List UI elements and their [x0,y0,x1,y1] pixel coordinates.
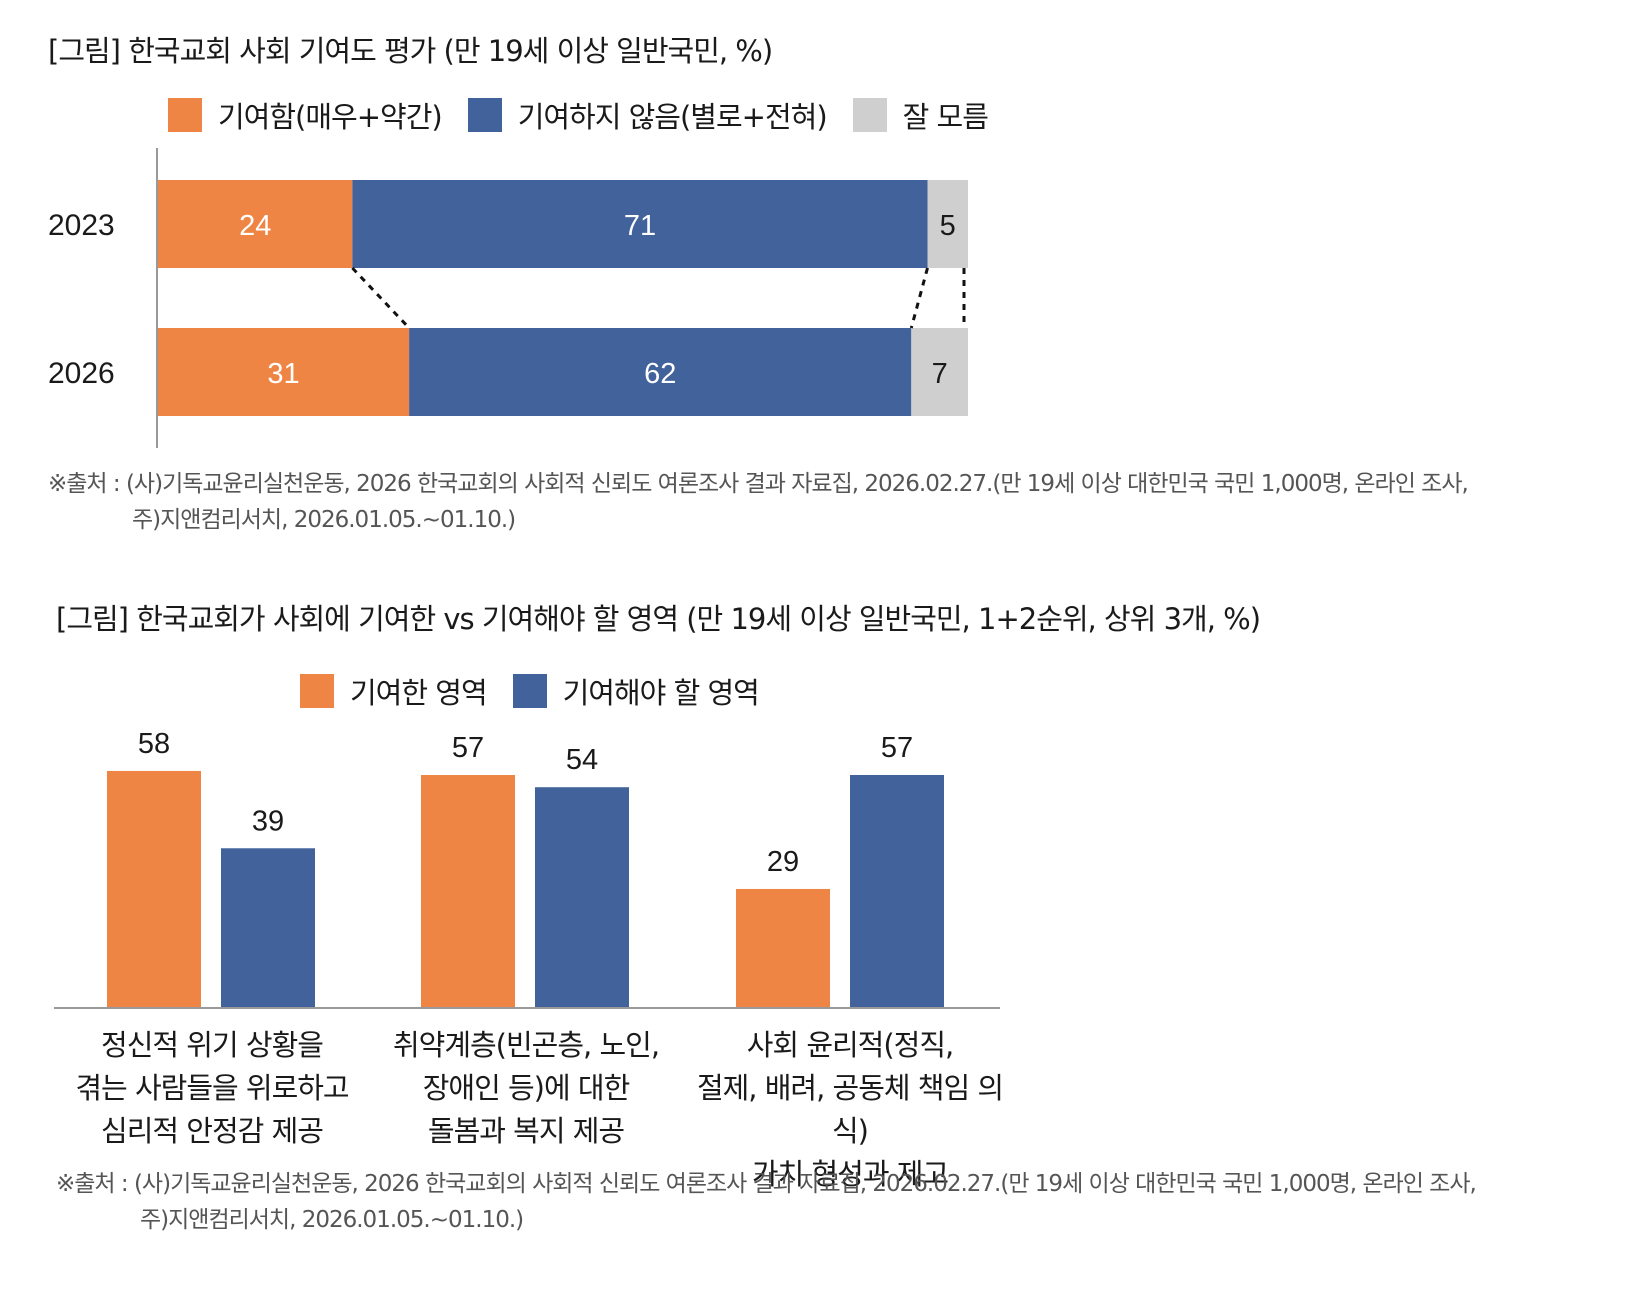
bar-segment [409,328,912,416]
grouped-bar-chart: 58 39 57 54 29 57 [54,728,1000,1009]
legend-item-contributed: 기여함(매우+약간) [168,94,443,136]
legend-item-should-contribute-area: 기여해야 할 영역 [512,670,760,712]
bar [535,787,629,1007]
legend-swatch-orange [300,674,334,708]
legend-item-not-contributed: 기여하지 않음(별로+전혀) [467,94,828,136]
data-label: 31 [267,358,299,390]
data-label: 5 [940,210,956,242]
legend-item-dont-know: 잘 모름 [852,94,989,136]
category-line: 심리적 안정감 제공 [101,1114,324,1148]
legend-label: 기여해야 할 영역 [562,676,760,710]
legend-label: 기여하지 않음(별로+전혀) [517,100,828,134]
category-line: 정신적 위기 상황을 [101,1028,324,1062]
legend-swatch-orange [168,98,202,132]
data-label: 62 [644,358,676,390]
category-line: 사회 윤리적(정직, [746,1028,955,1062]
connector-line [909,267,929,329]
category-line: 절제, 배려, 공동체 책임 의식) [696,1071,1004,1148]
figure1-source: ※출처 : (사)기독교윤리실천운동, 2026 한국교회의 사회적 신뢰도 여… [48,466,1469,538]
data-label: 7 [932,358,948,390]
bar [736,888,830,1007]
data-label: 57 [881,732,913,764]
category-line: 겪는 사람들을 위로하고 [75,1071,349,1105]
legend-swatch-blue [512,674,547,708]
category-label-3: 사회 윤리적(정직, 절제, 배려, 공동체 책임 의식) 가치 형성과 제고 [680,1024,1020,1196]
figure1-title: [그림] 한국교회 사회 기여도 평가 (만 19세 이상 일반국민, %) [48,34,773,68]
category-line: 돌봄과 복지 제공 [427,1114,625,1148]
category-line: 장애인 등)에 대한 [422,1071,631,1105]
figure2-title: [그림] 한국교회가 사회에 기여한 vs 기여해야 할 영역 (만 19세 이… [56,602,1261,636]
figure2-source: ※출처 : (사)기독교윤리실천운동, 2026 한국교회의 사회적 신뢰도 여… [56,1166,1477,1238]
figure2-legend: 기여한 영역 기여해야 할 영역 [300,670,785,712]
data-label: 57 [452,732,484,764]
bar-segment [158,328,410,416]
connector-line [351,266,411,330]
data-label: 58 [138,728,170,760]
stacked-bar-chart: 2023 24 71 5 2026 31 62 7 [48,148,968,448]
bar-segment [352,180,928,268]
bar-segment [927,180,968,268]
data-label: 39 [252,805,284,837]
legend-label: 기여한 영역 [350,676,488,710]
data-label: 29 [767,846,799,878]
category-label-1: 정신적 위기 상황을 겪는 사람들을 위로하고 심리적 안정감 제공 [52,1024,372,1153]
category-line: 가치 형성과 제고 [751,1157,949,1191]
bar [421,775,515,1007]
category-line: 취약계층(빈곤층, 노인, [392,1028,660,1062]
bar [107,770,201,1007]
bar-segment [158,180,353,268]
source-line-2: 주)지앤컴리서치, 2026.01.05.~01.10.) [140,1207,524,1233]
legend-label: 기여함(매우+약간) [218,100,443,134]
source-line-1: ※출처 : (사)기독교윤리실천운동, 2026 한국교회의 사회적 신뢰도 여… [48,471,1469,497]
year-label: 2023 [48,209,115,242]
data-label: 24 [239,210,271,242]
legend-item-contributed-area: 기여한 영역 [300,670,488,712]
bar [850,775,944,1007]
source-line-2: 주)지앤컴리서치, 2026.01.05.~01.10.) [132,507,516,533]
data-label: 71 [624,210,656,242]
year-label: 2026 [48,357,115,390]
data-label: 54 [566,744,598,776]
source-line-1: ※출처 : (사)기독교윤리실천운동, 2026 한국교회의 사회적 신뢰도 여… [56,1171,1477,1197]
figure1-legend: 기여함(매우+약간) 기여하지 않음(별로+전혀) 잘 모름 [168,94,1014,136]
bar [221,848,315,1007]
bar-segment [911,328,968,416]
legend-swatch-blue [467,98,502,132]
legend-label: 잘 모름 [902,100,989,134]
legend-swatch-gray [852,98,887,132]
category-label-2: 취약계층(빈곤층, 노인, 장애인 등)에 대한 돌봄과 복지 제공 [366,1024,686,1153]
